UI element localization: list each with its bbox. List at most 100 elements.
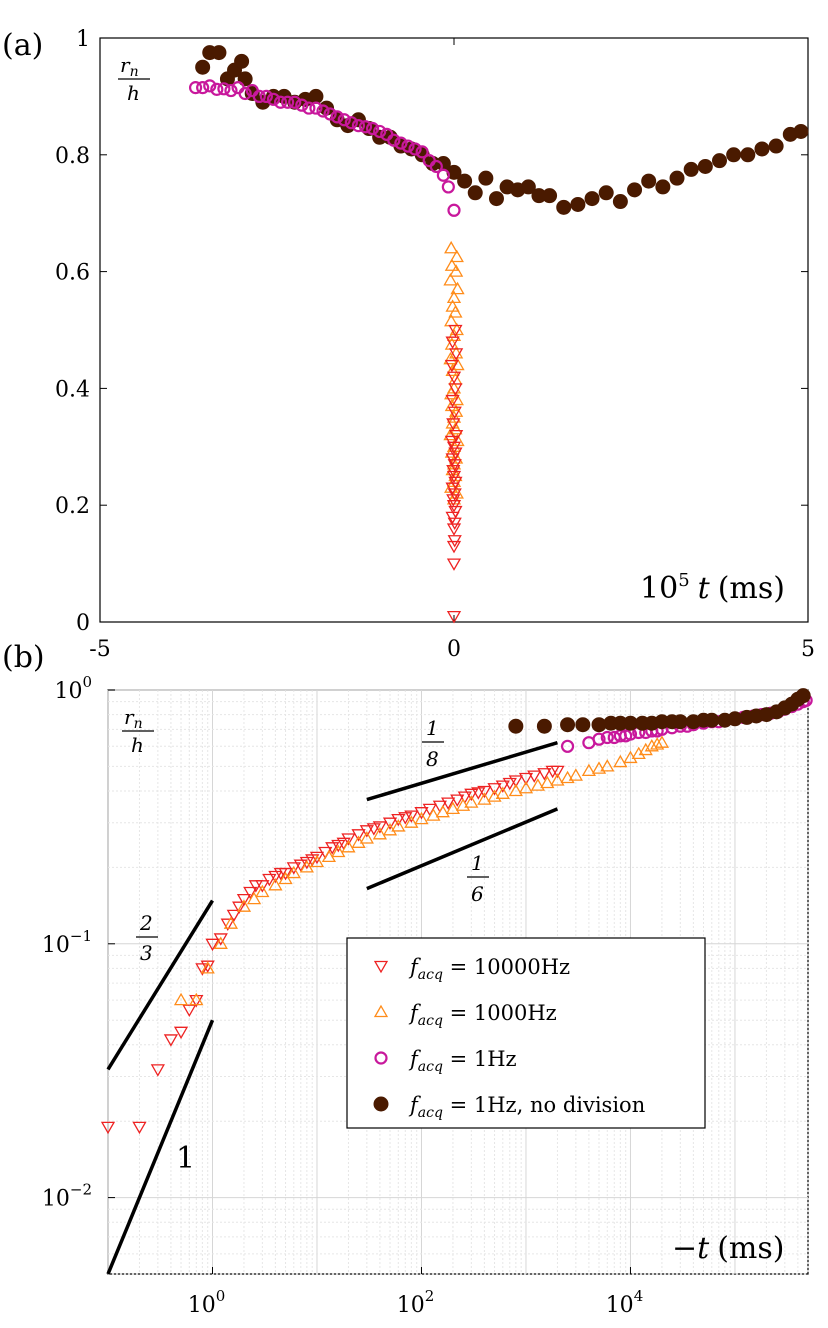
b-point [508, 783, 523, 797]
legend-marker [373, 1096, 389, 1112]
a-point [302, 101, 316, 115]
b-point [600, 759, 615, 772]
panel-b-label: (b) [2, 640, 45, 675]
b-point [372, 821, 388, 834]
a-series-triangle-down [444, 324, 464, 624]
a-point [598, 185, 614, 201]
b-point [262, 873, 277, 887]
b-point [173, 992, 189, 1006]
panel-b-ticks: 100 102 104 100 10−1 10−2 [42, 673, 643, 1318]
b-point [220, 918, 235, 932]
b-point [575, 717, 591, 733]
b-point [426, 808, 441, 821]
a-point [196, 81, 210, 95]
a-point [446, 540, 462, 554]
b-point [404, 810, 419, 823]
b-point [293, 859, 308, 872]
a-point [401, 139, 415, 153]
panel-a-ticks: 00.20.40.60.81-5 0 5 [55, 27, 815, 662]
a-point [441, 180, 455, 194]
panel-b-xlabel: −t (ms) [672, 1231, 784, 1266]
a-point [754, 141, 770, 157]
b-point [560, 717, 576, 733]
a-point [259, 89, 273, 104]
b-point [189, 992, 204, 1006]
b-point [477, 785, 492, 799]
a-point [443, 273, 458, 286]
svg-text:1: 1 [426, 716, 439, 740]
b-point [795, 688, 811, 704]
a-point [446, 371, 462, 385]
b-point [299, 856, 314, 870]
a-point [309, 101, 323, 115]
a-point [444, 359, 459, 373]
a-point [344, 116, 358, 130]
b-point [435, 804, 450, 818]
slope-label-1-6: 1 6 [467, 851, 489, 906]
b-point [457, 791, 472, 804]
panel-a-xlabel: 105 t (ms) [640, 570, 785, 606]
legend-marker [373, 960, 389, 974]
b-point [502, 777, 517, 791]
b-point [464, 795, 479, 808]
a-point [768, 138, 784, 154]
a-point [436, 168, 450, 182]
a-point [281, 95, 295, 109]
slope-label-2-3: 2 3 [136, 911, 158, 965]
a-ytick-label: 0.8 [55, 144, 90, 169]
b-point [268, 870, 283, 884]
a-point [446, 328, 462, 341]
a-point [655, 179, 671, 195]
b-point [527, 770, 542, 783]
b-point [200, 961, 215, 974]
legend: facq = 10000Hz facq = 1000Hz facq = 1Hz fac… [346, 937, 706, 1129]
a-xtick-label: 5 [801, 637, 815, 662]
b-point [132, 1121, 147, 1135]
a-point [584, 191, 600, 207]
a-point [627, 182, 643, 198]
a-point [488, 191, 504, 207]
a-point [234, 53, 250, 69]
a-point [447, 406, 462, 420]
a-point [387, 133, 401, 147]
b-series-triangle-up [173, 735, 670, 1006]
a-series-filled-circle [195, 45, 809, 215]
svg-text:3: 3 [140, 941, 153, 965]
a-point [358, 120, 373, 134]
legend-entry: facq = 1000Hz [408, 1001, 557, 1029]
a-point [238, 86, 252, 101]
a-series-open-circle [188, 79, 461, 217]
b-point [613, 754, 628, 768]
a-point [308, 88, 324, 104]
b-point [650, 737, 665, 750]
b-point [213, 936, 228, 949]
b-point [441, 797, 456, 810]
a-point [712, 153, 727, 169]
a-point [448, 324, 463, 338]
legend-entry: facq = 1Hz [408, 1047, 517, 1075]
slope-label-1: 1 [176, 1141, 195, 1176]
b-point [550, 773, 565, 786]
a-point [793, 123, 809, 139]
a-ytick-label: 1 [76, 27, 90, 52]
a-point [295, 98, 309, 112]
b-point [286, 862, 301, 875]
panel-b-slope-lines [106, 741, 559, 1275]
b-point [189, 994, 204, 1008]
b-point [173, 1026, 189, 1040]
b-point [560, 739, 575, 753]
a-point [195, 59, 211, 75]
b-point [398, 812, 413, 825]
a-ytick-label: 0.4 [55, 377, 90, 402]
b-point [592, 732, 606, 746]
a-point [446, 523, 462, 536]
a-ytick-label: 0.6 [55, 261, 90, 286]
a-point [224, 83, 238, 98]
b-point [226, 909, 241, 923]
b-point [471, 787, 486, 800]
svg-text:2: 2 [139, 911, 153, 935]
a-point [217, 82, 231, 96]
b-point [654, 735, 670, 748]
a-point [323, 107, 337, 121]
